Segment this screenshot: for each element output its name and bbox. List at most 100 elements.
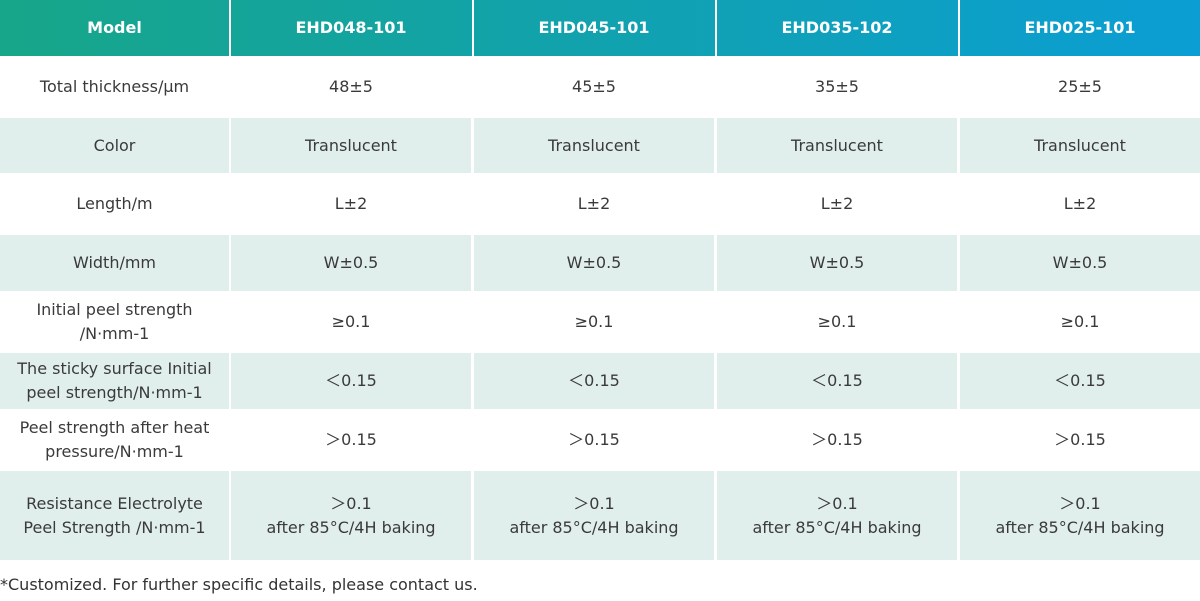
row-label: Initial peel strength/N·mm-1 (0, 293, 229, 351)
table-cell: W±0.5 (474, 235, 714, 291)
cell-text: ＞0.15 (325, 430, 377, 449)
cell-text: /N·mm-1 (79, 324, 150, 343)
row-label: Color (0, 118, 229, 173)
cell-text: Initial peel strength (36, 300, 193, 319)
table-cell: ＜0.15 (960, 353, 1200, 409)
cell-text: ＞0.15 (568, 430, 620, 449)
table-cell: Translucent (960, 118, 1200, 173)
cell-text: 35±5 (815, 77, 859, 96)
cell-text: ＜0.15 (325, 371, 377, 390)
cell-text: Model (87, 18, 142, 37)
cell-text: ＞0.1 (330, 493, 372, 513)
table-cell: ＞0.1 after 85°C/4H baking (231, 471, 471, 560)
cell-text: Peel Strength /N·mm-1 (23, 517, 206, 537)
table-cell: ≥0.1 (960, 293, 1200, 351)
table-cell: L±2 (960, 175, 1200, 233)
row-label: Total thickness/μm (0, 58, 229, 116)
row-label: Width/mm (0, 235, 229, 291)
cell-text: W±0.5 (323, 253, 379, 272)
row-label: Resistance Electrolyte Peel Strength /N·m… (0, 471, 229, 560)
column-separator (715, 0, 717, 56)
table-cell: 25±5 (960, 58, 1200, 116)
cell-text: Translucent (791, 135, 883, 155)
row-label: Peel strength after heat pressure/N·mm-1 (0, 411, 229, 469)
table-cell: ＞0.15 (474, 411, 714, 469)
cell-text: Translucent (1034, 135, 1126, 155)
cell-text: ≥0.1 (817, 312, 857, 331)
table-cell: Translucent (231, 118, 471, 173)
cell-text: W±0.5 (809, 253, 865, 272)
table-cell: 35±5 (717, 58, 957, 116)
cell-text: ＜0.15 (811, 371, 863, 390)
cell-text: after 85°C/4H baking (266, 517, 436, 537)
cell-text: ≥0.1 (331, 312, 371, 331)
cell-text: ≥0.1 (574, 312, 614, 331)
cell-text: ＞0.1 (1059, 493, 1101, 513)
cell-text: ＞0.1 (573, 493, 615, 513)
cell-text: Translucent (548, 135, 640, 155)
cell-text: peel strength/N·mm-1 (26, 383, 203, 402)
cell-text: EHD025-101 (1024, 18, 1136, 37)
table-cell: L±2 (717, 175, 957, 233)
table-cell: L±2 (231, 175, 471, 233)
cell-text: EHD045-101 (538, 18, 650, 37)
cell-text: ＞0.1 (816, 493, 858, 513)
cell-text: L±2 (820, 194, 854, 213)
cell-text: EHD048-101 (295, 18, 407, 37)
cell-text: Color (93, 135, 136, 155)
table-cell: ＞0.15 (960, 411, 1200, 469)
cell-text: ＞0.15 (811, 430, 863, 449)
table-cell: ＞0.1 after 85°C/4H baking (960, 471, 1200, 560)
column-separator (958, 0, 960, 56)
table-cell: ＜0.15 (231, 353, 471, 409)
table-cell: W±0.5 (717, 235, 957, 291)
table-cell: L±2 (474, 175, 714, 233)
table-cell: ＞0.15 (231, 411, 471, 469)
cell-text: pressure/N·mm-1 (45, 442, 184, 461)
table-cell: ≥0.1 (231, 293, 471, 351)
header-background (0, 0, 1200, 56)
cell-text: 48±5 (329, 77, 373, 96)
cell-text: L±2 (577, 194, 611, 213)
cell-text: Total thickness/μm (39, 77, 190, 96)
cell-text: ≥0.1 (1060, 312, 1100, 331)
row-label: The sticky surface Initial peel strength/… (0, 353, 229, 409)
table-cell: ＞0.1 after 85°C/4H baking (717, 471, 957, 560)
cell-text: ＞0.15 (1054, 430, 1106, 449)
table-cell: 48±5 (231, 58, 471, 116)
header-cell: EHD045-101 (474, 0, 714, 56)
table-cell: ＜0.15 (717, 353, 957, 409)
cell-text: The sticky surface Initial (17, 359, 212, 378)
cell-text: L±2 (1063, 194, 1097, 213)
header-cell: Model (0, 0, 229, 56)
cell-text: W±0.5 (1052, 253, 1108, 272)
cell-text: Resistance Electrolyte (26, 493, 203, 513)
header-cell: EHD035-102 (717, 0, 957, 56)
cell-text: 25±5 (1058, 77, 1102, 96)
table-cell: W±0.5 (231, 235, 471, 291)
cell-text: after 85°C/4H baking (995, 517, 1165, 537)
table-cell: Translucent (474, 118, 714, 173)
header-cell: EHD048-101 (231, 0, 471, 56)
footnote: *Customized. For further specific detail… (0, 575, 478, 594)
cell-text: Length/m (76, 194, 153, 213)
table-cell: ≥0.1 (717, 293, 957, 351)
cell-text: Peel strength after heat (19, 418, 210, 437)
cell-text: Translucent (305, 135, 397, 155)
cell-text: Width/mm (72, 253, 157, 272)
cell-text: L±2 (334, 194, 368, 213)
table-cell: 45±5 (474, 58, 714, 116)
table-cell: ＞0.1 after 85°C/4H baking (474, 471, 714, 560)
row-label: Length/m (0, 175, 229, 233)
cell-text: after 85°C/4H baking (509, 517, 679, 537)
cell-text: W±0.5 (566, 253, 622, 272)
cell-text: after 85°C/4H baking (752, 517, 922, 537)
table-cell: ≥0.1 (474, 293, 714, 351)
table-cell: ＜0.15 (474, 353, 714, 409)
table-cell: ＞0.15 (717, 411, 957, 469)
column-separator (472, 0, 474, 56)
column-separator (229, 0, 231, 56)
cell-text: 45±5 (572, 77, 616, 96)
header-cell: EHD025-101 (960, 0, 1200, 56)
